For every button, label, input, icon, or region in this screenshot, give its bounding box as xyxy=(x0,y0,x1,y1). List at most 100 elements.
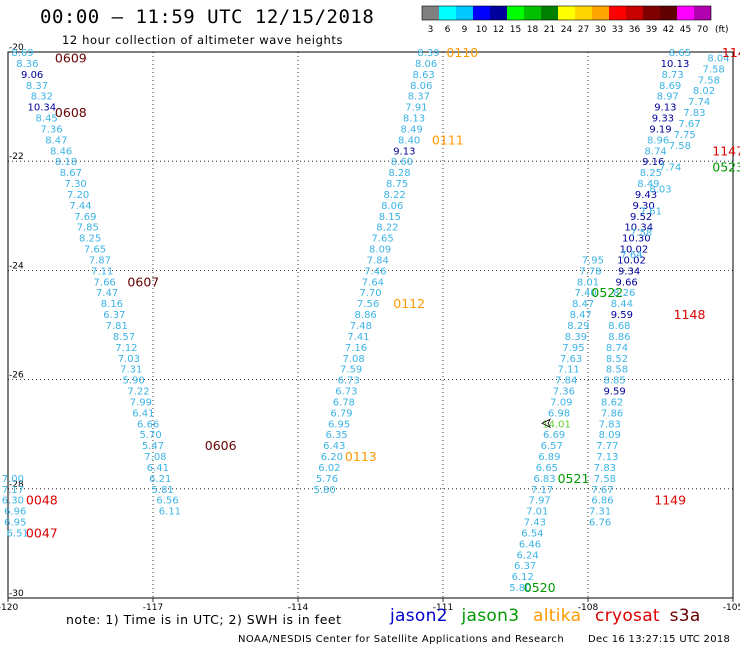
colorbar-label: 12 xyxy=(493,25,504,35)
pass-time-label: 0112 xyxy=(393,296,425,311)
wave-height-value: 7.16 xyxy=(345,343,367,354)
wave-height-value: 7.64 xyxy=(620,250,642,261)
wave-height-value: 6.95 xyxy=(328,419,350,430)
wave-height-value: 8.69 xyxy=(11,48,33,59)
wave-height-value: 10.13 xyxy=(661,59,690,70)
wave-height-value: 7.00 xyxy=(2,474,24,485)
colorbar-label: 6 xyxy=(445,25,451,35)
wave-height-value: 7.31 xyxy=(589,507,611,518)
colorbar-label: 24 xyxy=(561,25,573,35)
wave-height-value: 6.54 xyxy=(521,528,543,539)
wave-height-value: 7.84 xyxy=(555,376,577,387)
pass-time-label: 0523 xyxy=(712,160,740,175)
wave-height-map: -120 -117 -114 -111 -108 -105 -20 -22 -24 -26 -28 -… xyxy=(0,43,740,610)
wave-height-value: 6.73 xyxy=(338,376,360,387)
colorbar-swatch xyxy=(677,6,694,20)
wave-height-value: 7.67 xyxy=(678,119,700,130)
wave-height-value: 8.06 xyxy=(381,201,403,212)
colorbar-swatch xyxy=(541,6,558,20)
wave-height-value: 8.28 xyxy=(388,168,410,179)
wave-height-value: 8.16 xyxy=(101,299,123,310)
pass-time-label: 0113 xyxy=(345,449,377,464)
wave-height-value: 8.86 xyxy=(355,310,377,321)
wave-height-value: 8.44 xyxy=(611,299,633,310)
legend-jason3: jason3 xyxy=(461,606,520,626)
wave-height-value: 8.47 xyxy=(570,310,592,321)
colorbar-label: 15 xyxy=(510,25,521,35)
wave-height-value: 8.85 xyxy=(603,376,625,387)
wave-height-value: 7.36 xyxy=(553,387,575,398)
legend-s3a: s3a xyxy=(669,606,701,626)
wave-height-value: 9.16 xyxy=(642,157,664,168)
wave-height-value: 7.31 xyxy=(120,365,142,376)
colorbar-swatch xyxy=(524,6,541,20)
wave-height-value: 7.64 xyxy=(362,277,384,288)
wave-height-value: 9.59 xyxy=(603,387,625,398)
wave-height-value: 7.67 xyxy=(591,485,613,496)
colorbar-label: 27 xyxy=(578,25,589,35)
wave-height-value: 7.91 xyxy=(405,103,427,114)
lon-tick-label: -117 xyxy=(143,603,163,610)
wave-height-value: 7.58 xyxy=(630,228,652,239)
wave-height-value: 7.30 xyxy=(65,179,87,190)
wave-height-value: 7.44 xyxy=(69,201,91,212)
wave-height-value: 7.43 xyxy=(524,518,546,529)
wave-height-value: 8.74 xyxy=(606,343,628,354)
colorbar-label: 10 xyxy=(476,25,488,35)
wave-height-value: 7.20 xyxy=(67,190,89,201)
wave-height-value: 8.25 xyxy=(640,168,662,179)
wave-height-value: 7.70 xyxy=(359,288,381,299)
wave-height-value: 6.24 xyxy=(516,550,538,561)
lat-tick-label: -22 xyxy=(9,152,24,162)
wave-height-value: 8.86 xyxy=(608,332,630,343)
wave-height-value: 6.65 xyxy=(536,463,558,474)
colorbar-swatch xyxy=(643,6,660,20)
colorbar-swatch xyxy=(507,6,524,20)
wave-height-value: 7.85 xyxy=(77,223,99,234)
wave-height-value: 8.29 xyxy=(567,321,589,332)
lon-tick-label: -111 xyxy=(433,603,453,610)
wave-height-value: 8.39 xyxy=(565,332,587,343)
wave-height-value: 7.46 xyxy=(364,266,386,277)
wave-height-value: 8.60 xyxy=(391,157,413,168)
pass-time-label: 0608 xyxy=(55,105,87,120)
lon-tick-label: -108 xyxy=(578,603,599,610)
wave-height-value: 7.08 xyxy=(144,452,166,463)
colorbar-label: 42 xyxy=(663,25,674,35)
wave-height-value: 8.57 xyxy=(113,332,135,343)
wave-height-value: 8.39 xyxy=(417,48,439,59)
wave-height-value: 7.77 xyxy=(596,441,618,452)
wave-height-value: 8.18 xyxy=(55,157,77,168)
colorbar-label: 45 xyxy=(680,25,691,35)
wave-height-value: 9.33 xyxy=(652,114,674,125)
colorbar-swatch xyxy=(626,6,643,20)
wave-height-value: 6.57 xyxy=(541,441,563,452)
wave-height-value: 6.21 xyxy=(149,474,171,485)
wave-height-value: 9.30 xyxy=(632,201,654,212)
wave-height-value: 7.75 xyxy=(674,130,696,141)
colorbar-label: 70 xyxy=(697,25,709,35)
wave-height-value: 7.84 xyxy=(367,255,389,266)
wave-height-value: 6.98 xyxy=(548,408,570,419)
wave-height-value: 6.96 xyxy=(4,507,26,518)
wave-height-value: 7.12 xyxy=(115,343,137,354)
pass-time-label: 0110 xyxy=(446,45,478,60)
lat-tick-label: -26 xyxy=(9,371,24,381)
colorbar-swatch xyxy=(456,6,473,20)
wave-height-value: 6.11 xyxy=(159,507,181,518)
wave-height-value: 7.83 xyxy=(594,463,616,474)
lat-tick-label: -30 xyxy=(9,589,24,599)
wave-height-value: 7.36 xyxy=(40,124,62,135)
wave-height-value: 7.83 xyxy=(599,419,621,430)
mid-track: 8.398.068.638.068.377.918.138.498.409.13… xyxy=(313,48,439,496)
colorbar-label: 39 xyxy=(646,25,658,35)
wave-height-value: 10.34 xyxy=(624,223,653,234)
wave-height-value: 7.48 xyxy=(350,321,372,332)
wave-height-value: 6.30 xyxy=(2,496,24,507)
lon-tick-label: -120 xyxy=(0,603,18,610)
wave-height-value: 7.41 xyxy=(347,332,369,343)
east-lower-track: 7.957.788.017.408.478.478.298.397.957.63… xyxy=(509,255,604,594)
wave-height-value: 8.37 xyxy=(26,81,48,92)
east-upper-track: 8.6510.138.738.698.979.139.339.198.968.7… xyxy=(589,48,691,529)
wave-height-value: 5.90 xyxy=(123,376,145,387)
